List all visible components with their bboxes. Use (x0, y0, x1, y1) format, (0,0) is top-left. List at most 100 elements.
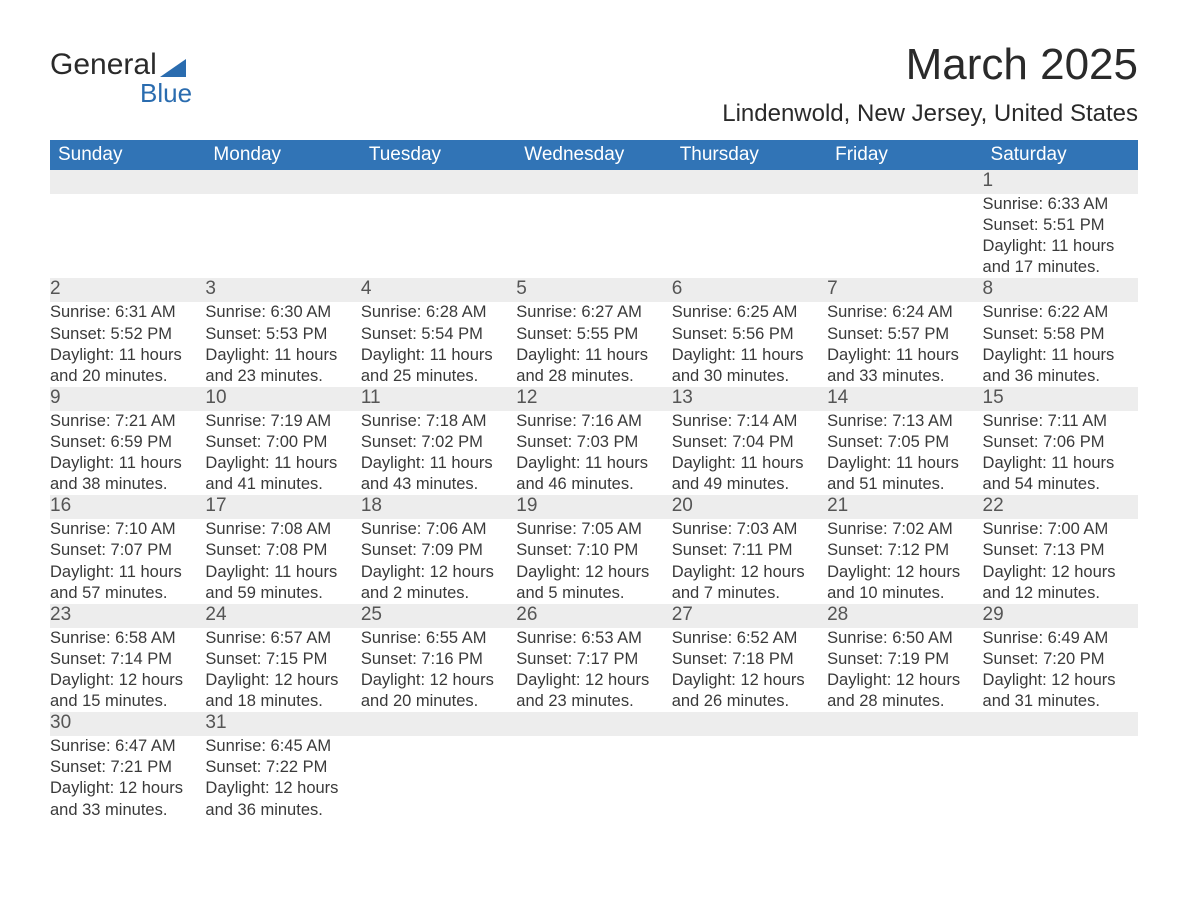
day-d1: Daylight: 11 hours (361, 345, 516, 366)
day-d2: and 41 minutes. (205, 474, 360, 495)
day-d1: Daylight: 11 hours (827, 345, 982, 366)
day-sr: Sunrise: 7:13 AM (827, 411, 982, 432)
day-d1: Daylight: 11 hours (361, 453, 516, 474)
day-number-cell: 23 (50, 604, 205, 628)
day-number-cell (827, 170, 982, 194)
week-daynum-row: 16171819202122 (50, 495, 1138, 519)
day-ss: Sunset: 5:52 PM (50, 324, 205, 345)
day-number-cell: 26 (516, 604, 671, 628)
day-number-cell: 12 (516, 387, 671, 411)
day-sr: Sunrise: 7:18 AM (361, 411, 516, 432)
day-ss: Sunset: 7:07 PM (50, 540, 205, 561)
day-number-cell (827, 712, 982, 736)
day-number-cell: 28 (827, 604, 982, 628)
day-detail-cell: Sunrise: 7:00 AMSunset: 7:13 PMDaylight:… (983, 519, 1138, 603)
day-number-cell: 8 (983, 278, 1138, 302)
logo-triangle-icon (160, 59, 186, 77)
day-number-cell: 25 (361, 604, 516, 628)
day-detail-cell: Sunrise: 6:52 AMSunset: 7:18 PMDaylight:… (672, 628, 827, 712)
day-ss: Sunset: 5:51 PM (983, 215, 1138, 236)
day-number-cell: 22 (983, 495, 1138, 519)
week-detail-row: Sunrise: 7:21 AMSunset: 6:59 PMDaylight:… (50, 411, 1138, 495)
calendar-table: Sunday Monday Tuesday Wednesday Thursday… (50, 140, 1138, 821)
day-d2: and 25 minutes. (361, 366, 516, 387)
day-detail-cell (361, 736, 516, 820)
day-detail-cell: Sunrise: 7:08 AMSunset: 7:08 PMDaylight:… (205, 519, 360, 603)
week-detail-row: Sunrise: 7:10 AMSunset: 7:07 PMDaylight:… (50, 519, 1138, 603)
day-d1: Daylight: 12 hours (983, 562, 1138, 583)
day-ss: Sunset: 7:11 PM (672, 540, 827, 561)
day-d2: and 36 minutes. (983, 366, 1138, 387)
day-ss: Sunset: 7:05 PM (827, 432, 982, 453)
day-ss: Sunset: 7:18 PM (672, 649, 827, 670)
day-detail-cell: Sunrise: 7:16 AMSunset: 7:03 PMDaylight:… (516, 411, 671, 495)
day-detail-cell: Sunrise: 7:05 AMSunset: 7:10 PMDaylight:… (516, 519, 671, 603)
day-ss: Sunset: 7:09 PM (361, 540, 516, 561)
day-ss: Sunset: 7:14 PM (50, 649, 205, 670)
day-ss: Sunset: 6:59 PM (50, 432, 205, 453)
day-ss: Sunset: 7:16 PM (361, 649, 516, 670)
day-sr: Sunrise: 6:58 AM (50, 628, 205, 649)
day-ss: Sunset: 7:22 PM (205, 757, 360, 778)
day-sr: Sunrise: 7:14 AM (672, 411, 827, 432)
day-ss: Sunset: 7:04 PM (672, 432, 827, 453)
day-number-cell: 15 (983, 387, 1138, 411)
day-number-cell (205, 170, 360, 194)
day-header-row: Sunday Monday Tuesday Wednesday Thursday… (50, 140, 1138, 170)
day-number-cell: 30 (50, 712, 205, 736)
day-number-cell (672, 712, 827, 736)
day-number-cell: 6 (672, 278, 827, 302)
day-d1: Daylight: 12 hours (361, 562, 516, 583)
day-d2: and 43 minutes. (361, 474, 516, 495)
day-d2: and 38 minutes. (50, 474, 205, 495)
day-d2: and 5 minutes. (516, 583, 671, 604)
day-d1: Daylight: 12 hours (361, 670, 516, 691)
day-d2: and 36 minutes. (205, 800, 360, 821)
day-d1: Daylight: 11 hours (983, 236, 1138, 257)
day-sr: Sunrise: 6:31 AM (50, 302, 205, 323)
day-detail-cell: Sunrise: 6:28 AMSunset: 5:54 PMDaylight:… (361, 302, 516, 386)
day-d1: Daylight: 12 hours (827, 562, 982, 583)
day-number-cell: 27 (672, 604, 827, 628)
day-ss: Sunset: 5:53 PM (205, 324, 360, 345)
day-number-cell: 20 (672, 495, 827, 519)
day-number-cell: 9 (50, 387, 205, 411)
week-detail-row: Sunrise: 6:58 AMSunset: 7:14 PM Daylight:… (50, 628, 1138, 712)
day-sr: Sunrise: 7:08 AM (205, 519, 360, 540)
day-detail-cell (361, 194, 516, 278)
day-sr: Sunrise: 6:53 AM (516, 628, 671, 649)
day-d2: and 7 minutes. (672, 583, 827, 604)
day-sr: Sunrise: 7:00 AM (983, 519, 1138, 540)
day-d1: Daylight: 11 hours (516, 453, 671, 474)
day-number-cell: 11 (361, 387, 516, 411)
day-d1: Daylight: 12 hours (516, 562, 671, 583)
day-detail-cell (827, 736, 982, 820)
week-daynum-row: 2345678 (50, 278, 1138, 302)
day-ss: Sunset: 7:13 PM (983, 540, 1138, 561)
logo-text-bottom: Blue (140, 80, 192, 106)
day-detail-cell: Sunrise: 6:55 AMSunset: 7:16 PMDaylight:… (361, 628, 516, 712)
day-detail-cell: Sunrise: 6:27 AMSunset: 5:55 PMDaylight:… (516, 302, 671, 386)
day-header: Wednesday (516, 140, 671, 170)
day-d2: and 46 minutes. (516, 474, 671, 495)
day-sr: Sunrise: 6:22 AM (983, 302, 1138, 323)
day-number-cell: 1 (983, 170, 1138, 194)
day-number-cell: 7 (827, 278, 982, 302)
day-number-cell: 16 (50, 495, 205, 519)
day-d2: and 20 minutes. (50, 366, 205, 387)
day-detail-cell (672, 194, 827, 278)
day-number-cell: 29 (983, 604, 1138, 628)
day-d2: and 26 minutes. (672, 691, 827, 712)
logo-top-row: General (50, 50, 192, 80)
day-detail-cell: Sunrise: 7:03 AMSunset: 7:11 PMDaylight:… (672, 519, 827, 603)
day-number-cell (672, 170, 827, 194)
day-number-cell: 31 (205, 712, 360, 736)
day-d1: Daylight: 11 hours (50, 345, 205, 366)
day-sr: Sunrise: 7:16 AM (516, 411, 671, 432)
week-detail-row: Sunrise: 6:47 AMSunset: 7:21 PMDaylight:… (50, 736, 1138, 820)
day-number-cell (361, 712, 516, 736)
day-d1: Daylight: 11 hours (827, 453, 982, 474)
day-sr: Sunrise: 6:52 AM (672, 628, 827, 649)
day-d2: and 31 minutes. (983, 691, 1138, 712)
logo: General Blue (50, 40, 192, 106)
